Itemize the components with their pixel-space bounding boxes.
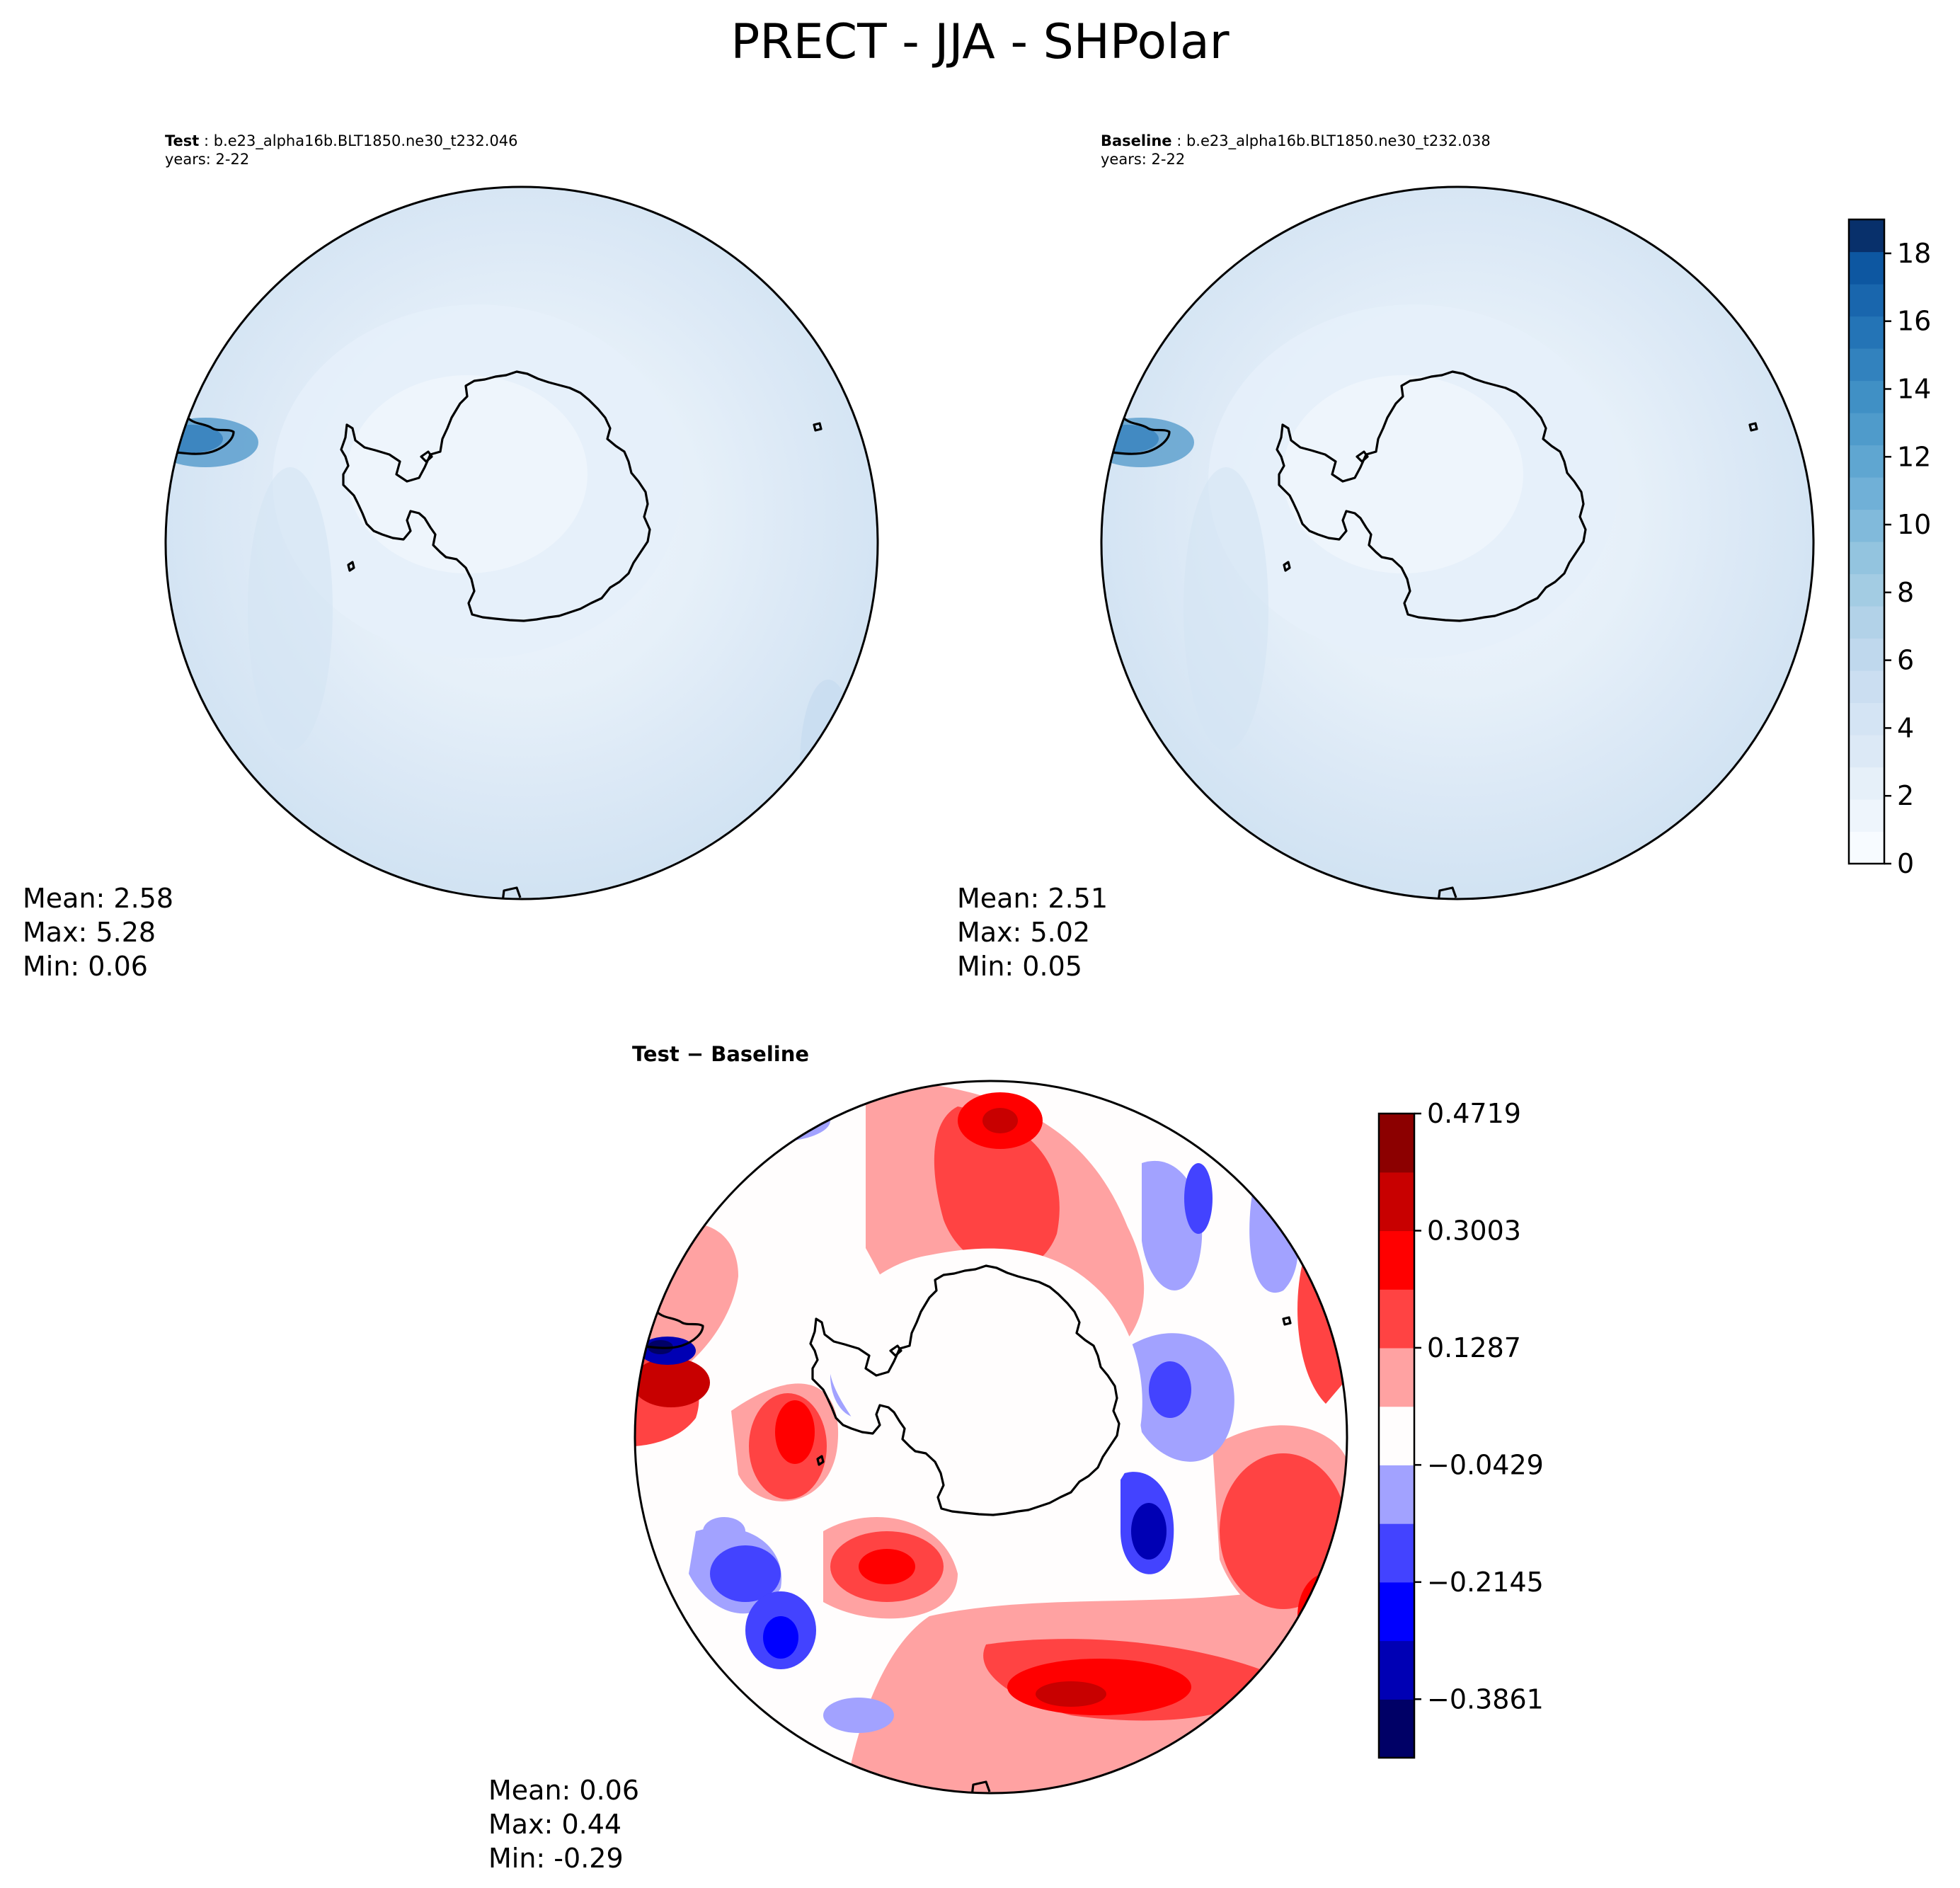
precip-colorbar-level-10 [1849,509,1884,542]
precip-colorbar: 0 2 4 6 8 10 12 14 16 18 [1847,218,1931,879]
test-label: Test [165,132,200,149]
precip-colorbar-level-15 [1849,348,1884,382]
difference-colorbar-level-2 [1379,1581,1414,1642]
difference-colorbar-level-5 [1379,1406,1414,1465]
difference-colorbar-level-10 [1379,1114,1414,1173]
test-case-name: : b.e23_alpha16b.BLT1850.ne30_t232.046 [199,132,518,149]
precip-colorbar-level-12 [1849,445,1884,478]
baseline-mean: Mean: 2.51 [957,883,1108,914]
test-min: Min: 0.06 [23,951,148,982]
difference-stats: Mean: 0.06 Max: 0.44 Min: -0.29 [488,1773,639,1875]
precip-colorbar-level-18 [1849,251,1884,285]
difference-panel-title: Test − Baseline [632,1042,809,1066]
difference-colorbar-level-9 [1379,1172,1414,1232]
precip-colorbar-level-9 [1849,542,1884,575]
difference-title-operator: − [679,1042,711,1066]
baseline-stats: Mean: 2.51 Max: 5.02 Min: 0.05 [957,881,1108,983]
precip-colorbar-level-16 [1849,316,1884,349]
precip-colorbar-level-19 [1849,219,1884,253]
precip-colorbar-level-6 [1849,638,1884,671]
baseline-map [1100,185,1815,900]
difference-colorbar-level-7 [1379,1289,1414,1349]
precip-colorbar-level-4 [1849,702,1884,736]
test-years: years: 2-22 [165,151,250,168]
precip-colorbar-tick-label: 18 [1897,238,1931,269]
baseline-case-name: : b.e23_alpha16b.BLT1850.ne30_t232.038 [1171,132,1491,149]
difference-max: Max: 0.44 [488,1809,622,1840]
precip-colorbar-level-13 [1849,413,1884,446]
baseline-map-boundary [1100,185,1815,900]
figure-title: PRECT - JJA - SHPolar [730,14,1230,70]
precip-colorbar-tick-label: 2 [1897,780,1914,811]
precip-colorbar-tick-label: 0 [1897,848,1914,879]
difference-colorbar-tick-label: −0.0429 [1427,1449,1544,1480]
test-mean: Mean: 2.58 [23,883,174,914]
precip-colorbar-tick-label: 6 [1897,645,1914,676]
difference-colorbar-tick-label: 0.4719 [1427,1098,1521,1129]
difference-colorbar-tick-label: 0.1287 [1427,1332,1521,1363]
difference-colorbar-frame [1377,1112,1416,1759]
test-panel-title: Test : b.e23_alpha16b.BLT1850.ne30_t232.… [165,132,518,168]
difference-title-test: Test [632,1042,680,1066]
precip-colorbar-tick-label: 14 [1897,373,1931,404]
baseline-panel-title: Baseline : b.e23_alpha16b.BLT1850.ne30_t… [1101,132,1491,168]
precip-colorbar-level-17 [1849,284,1884,317]
test-map [164,185,879,900]
difference-colorbar-level-0 [1379,1699,1414,1758]
precip-colorbar-frame [1847,218,1886,865]
difference-colorbar-level-6 [1379,1347,1414,1407]
precip-colorbar-level-3 [1849,735,1884,768]
test-max: Max: 5.28 [23,917,156,948]
diff-max-patch [635,1358,710,1407]
precip-colorbar-tick-label: 8 [1897,577,1914,608]
difference-title-baseline: Baseline [711,1042,810,1066]
precip-colorbar-tick-label: 12 [1897,441,1931,472]
difference-colorbar-level-8 [1379,1230,1414,1290]
difference-colorbar-level-3 [1379,1523,1414,1583]
baseline-label: Baseline [1101,132,1172,149]
precip-colorbar-level-14 [1849,380,1884,413]
precip-colorbar-tick-label: 10 [1897,509,1931,540]
baseline-years: years: 2-22 [1101,151,1186,168]
precip-colorbar-level-0 [1849,831,1884,864]
precip-colorbar-level-7 [1849,606,1884,639]
difference-map-boundary [634,1080,1348,1795]
precip-colorbar-level-1 [1849,799,1884,833]
test-map-boundary [164,185,879,900]
precip-colorbar-level-2 [1849,767,1884,800]
baseline-max: Max: 5.02 [957,917,1091,948]
baseline-min: Min: 0.05 [957,951,1082,982]
precip-colorbar-level-11 [1849,477,1884,510]
difference-colorbar-tick-label: −0.3861 [1427,1683,1544,1715]
difference-colorbar-tick-label: 0.3003 [1427,1215,1521,1246]
difference-map [634,1080,1348,1795]
difference-colorbar: 0.4719 0.3003 0.1287 −0.0429 −0.2145 −0.3861 [1377,1098,1544,1759]
precip-colorbar-tick-label: 16 [1897,306,1931,337]
difference-colorbar-tick-label: −0.2145 [1427,1567,1544,1598]
precip-colorbar-level-5 [1849,670,1884,704]
test-stats: Mean: 2.58 Max: 5.28 Min: 0.06 [23,881,173,983]
difference-colorbar-level-4 [1379,1465,1414,1524]
difference-field [635,1081,1347,1793]
precip-colorbar-tick-label: 4 [1897,712,1914,743]
difference-colorbar-level-1 [1379,1640,1414,1700]
difference-mean: Mean: 0.06 [488,1775,640,1806]
difference-min: Min: -0.29 [488,1843,624,1874]
precip-colorbar-level-8 [1849,573,1884,607]
